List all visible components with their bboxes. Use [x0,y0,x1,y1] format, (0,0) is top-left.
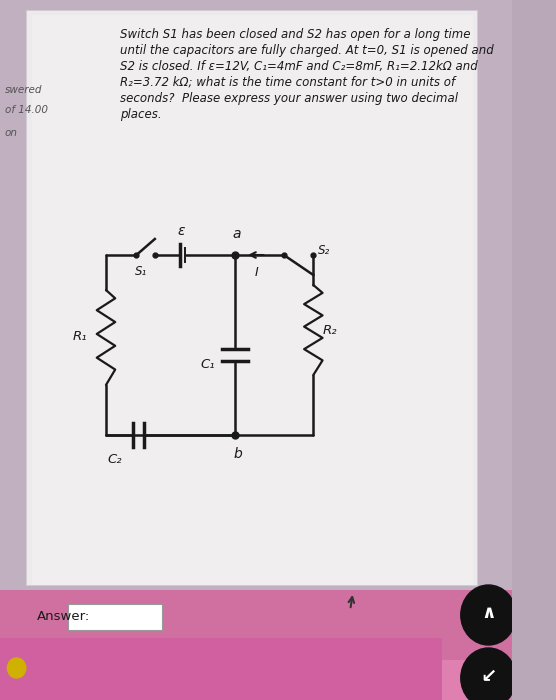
Text: ∧: ∧ [481,604,496,622]
Text: ↙: ↙ [480,668,497,687]
Circle shape [461,648,516,700]
Text: a: a [232,227,241,241]
Text: Answer:: Answer: [37,610,90,624]
FancyBboxPatch shape [26,10,478,585]
FancyBboxPatch shape [32,15,473,585]
Text: S2 is closed. If ε=12V, C₁=4mF and C₂=8mF, R₁=2.12kΩ and: S2 is closed. If ε=12V, C₁=4mF and C₂=8m… [120,60,478,73]
Circle shape [461,585,516,645]
Text: R₂: R₂ [322,323,337,337]
Text: R₁: R₁ [73,330,87,344]
Text: C₂: C₂ [108,453,122,466]
Text: b: b [234,447,242,461]
Text: I: I [254,266,258,279]
Bar [0,590,513,670]
Text: until the capacitors are fully charged. At t=0, S1 is opened and: until the capacitors are fully charged. … [120,44,494,57]
FancyBboxPatch shape [68,604,162,630]
Text: swered: swered [4,85,42,95]
Text: R₂=3.72 kΩ; what is the time constant for t>0 in units of: R₂=3.72 kΩ; what is the time constant fo… [120,76,455,89]
Text: Switch S1 has been closed and S2 has open for a long time: Switch S1 has been closed and S2 has ope… [120,28,470,41]
Bar [0,0,513,590]
Bar [0,638,443,700]
Text: on: on [4,128,18,138]
Bar [0,660,513,700]
Circle shape [7,658,26,678]
Text: S₁: S₁ [135,265,147,278]
Text: of 14.00: of 14.00 [4,105,48,115]
Text: places.: places. [120,108,161,121]
Text: C₁: C₁ [200,358,215,372]
Text: S₂: S₂ [318,244,330,256]
Text: seconds?  Please express your answer using two decimal: seconds? Please express your answer usin… [120,92,458,105]
Text: ε: ε [178,224,185,238]
